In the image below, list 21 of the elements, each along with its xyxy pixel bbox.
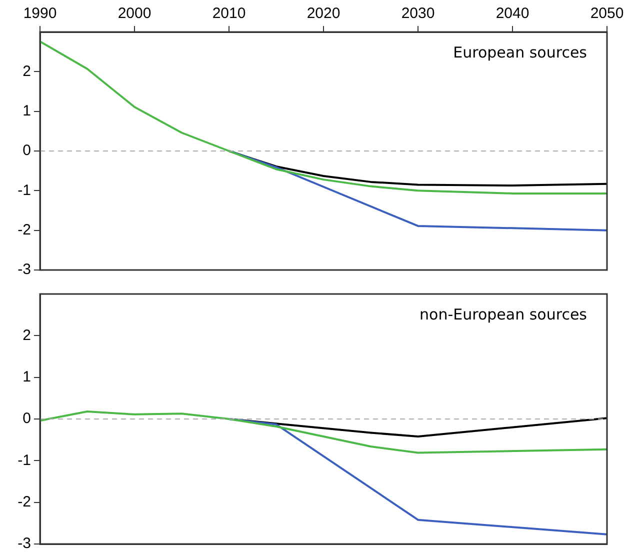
y-tick-label: 1 (22, 368, 31, 386)
annotation: European sources (453, 43, 588, 62)
x-tick-label: 2040 (496, 5, 530, 22)
y-tick-label: 2 (22, 326, 31, 344)
x-tick-label: 2010 (212, 5, 246, 22)
x-tick-label: 2000 (118, 5, 152, 22)
x-tick-label: 1990 (23, 5, 57, 22)
y-tick-label: -3 (18, 535, 31, 552)
y-tick-label: -1 (18, 182, 31, 199)
y-tick-label: 0 (22, 410, 31, 428)
y-tick-label: -3 (18, 261, 31, 278)
y-tick-label: -2 (18, 493, 31, 510)
y-tick-label: -2 (18, 221, 31, 238)
x-tick-label: 2020 (306, 5, 340, 22)
y-tick-label: -1 (18, 452, 31, 469)
y-tick-label: 2 (22, 62, 31, 80)
x-tick-label: 2030 (401, 5, 435, 22)
x-tick-label: 2050 (590, 5, 624, 22)
annotation: non-European sources (420, 305, 588, 324)
y-tick-label: 0 (22, 142, 31, 160)
y-tick-label: 1 (22, 102, 31, 120)
